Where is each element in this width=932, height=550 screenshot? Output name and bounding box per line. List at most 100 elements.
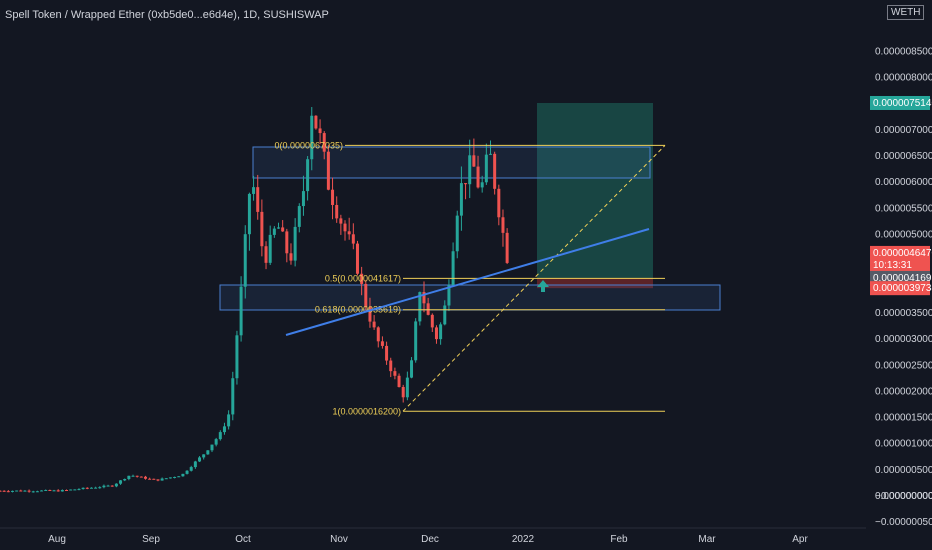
candle-body bbox=[484, 154, 488, 183]
fib-level-label: 0.5(0.0000041617) bbox=[325, 273, 401, 283]
candle-body bbox=[410, 360, 414, 378]
candle-body bbox=[65, 489, 69, 491]
candle-body bbox=[297, 206, 301, 227]
candle-body bbox=[181, 473, 185, 477]
target-zone bbox=[537, 102, 653, 278]
candle-body bbox=[355, 243, 359, 274]
candle-body bbox=[231, 378, 235, 415]
time-axis-label: Apr bbox=[792, 534, 808, 545]
candle-body bbox=[264, 246, 268, 263]
price-axis-label: −0.0000000000 bbox=[875, 491, 932, 502]
candles-layer bbox=[0, 107, 509, 493]
candle-body bbox=[480, 182, 484, 188]
candle-body bbox=[218, 432, 222, 440]
price-tag-label: 0.0000075146 bbox=[873, 98, 932, 109]
candle-body bbox=[60, 489, 64, 492]
candle-body bbox=[119, 480, 123, 484]
candle-body bbox=[443, 305, 447, 325]
fib-level-label: 0(0.0000067035) bbox=[274, 140, 343, 150]
candle-body bbox=[15, 490, 19, 492]
currency-badge[interactable]: WETH bbox=[887, 5, 925, 20]
candle-body bbox=[347, 231, 351, 235]
countdown-label: 10:13:31 bbox=[873, 260, 912, 271]
candle-body bbox=[106, 485, 110, 487]
candle-body bbox=[306, 159, 310, 192]
candle-body bbox=[459, 183, 463, 216]
price-tag-label: 0.0000041691 bbox=[873, 273, 932, 284]
candle-body bbox=[476, 166, 480, 188]
candle-body bbox=[256, 187, 260, 212]
candle-body bbox=[314, 115, 318, 129]
candle-body bbox=[202, 454, 206, 458]
price-tag bbox=[870, 245, 930, 272]
candle-body bbox=[318, 128, 322, 134]
candle-body bbox=[405, 377, 409, 398]
candle-body bbox=[2, 490, 6, 492]
time-axis-label: Aug bbox=[48, 534, 66, 545]
candle-body bbox=[40, 490, 44, 492]
candle-body bbox=[301, 191, 305, 207]
candle-body bbox=[368, 306, 372, 322]
candle-body bbox=[418, 292, 422, 322]
candle-body bbox=[439, 324, 443, 340]
candle-body bbox=[85, 487, 89, 489]
candle-body bbox=[27, 490, 31, 492]
candle-body bbox=[289, 253, 293, 261]
candle-body bbox=[152, 478, 156, 480]
candle-body bbox=[135, 475, 139, 477]
candle-body bbox=[156, 479, 160, 481]
candle-body bbox=[430, 314, 434, 328]
price-tag bbox=[870, 281, 930, 296]
candle-body bbox=[210, 444, 214, 451]
candle-body bbox=[335, 204, 339, 219]
candle-body bbox=[148, 478, 152, 480]
candle-body bbox=[198, 457, 202, 462]
candle-body bbox=[23, 490, 27, 492]
candle-body bbox=[123, 478, 127, 481]
candle-body bbox=[285, 231, 289, 254]
time-axis-label: 2022 bbox=[512, 534, 535, 545]
price-axis-label: 0.0000000000 bbox=[875, 491, 932, 502]
time-axis-label: Oct bbox=[235, 534, 251, 545]
candle-body bbox=[160, 478, 164, 481]
candle-body bbox=[434, 327, 438, 340]
candle-body bbox=[447, 285, 451, 306]
candle-body bbox=[168, 477, 172, 479]
candle-body bbox=[493, 153, 497, 189]
candle-body bbox=[272, 228, 276, 235]
candle-body bbox=[164, 478, 168, 480]
entry-arrow-icon bbox=[537, 280, 549, 292]
candle-body bbox=[376, 327, 380, 342]
candle-body bbox=[6, 491, 10, 493]
candle-body bbox=[401, 387, 405, 398]
candle-body bbox=[31, 491, 35, 493]
candle-body bbox=[455, 215, 459, 252]
candle-body bbox=[385, 345, 389, 361]
candle-body bbox=[426, 303, 430, 315]
candle-body bbox=[77, 489, 81, 491]
symbol-title[interactable]: Spell Token / Wrapped Ether (0xb5de0...e… bbox=[5, 9, 329, 21]
candle-body bbox=[81, 487, 85, 490]
candle-body bbox=[489, 153, 493, 155]
candle-body bbox=[48, 490, 52, 492]
candle-body bbox=[131, 475, 135, 477]
candle-body bbox=[235, 335, 239, 379]
candle-body bbox=[343, 223, 347, 232]
candle-body bbox=[339, 218, 343, 224]
candle-body bbox=[472, 155, 476, 167]
candle-body bbox=[114, 483, 118, 487]
resistance-zone bbox=[252, 146, 651, 179]
candle-body bbox=[252, 187, 256, 194]
trendline bbox=[285, 228, 650, 336]
candle-body bbox=[268, 234, 272, 263]
candle-body bbox=[397, 375, 401, 388]
